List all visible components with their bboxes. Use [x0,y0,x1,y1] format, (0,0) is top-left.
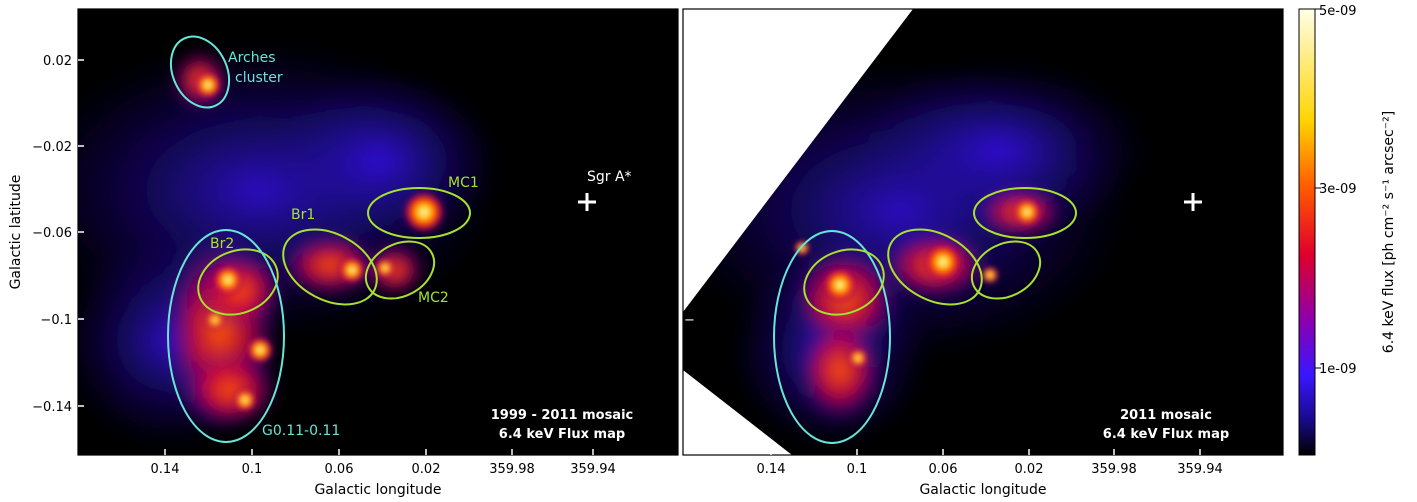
sgr-a-label: Sgr A* [587,169,632,185]
left-x-tick-label: 0.14 [151,462,180,477]
colorbar-tick-label: 3e-09 [1319,182,1357,197]
left-caption-line2: 6.4 keV Flux map [499,427,625,442]
sgr-a-marker [578,193,596,211]
right-caption-line2: 6.4 keV Flux map [1103,427,1229,442]
left-y-tick-label: 0.02 [43,54,72,69]
colorbar-gradient [1298,8,1316,456]
left-x-tick-label: 0.02 [412,462,441,477]
region-mc2 [364,240,436,300]
label-mc1: MC1 [448,175,479,191]
left-caption-line1: 1999 - 2011 mosaic [491,408,634,423]
label-mc2: MC2 [418,290,449,306]
label-g0.11: G0.11-0.11 [262,423,340,439]
right-region-br1 [887,228,983,306]
region-g0.11 [167,229,285,443]
left-x-tick-label: 359.98 [489,462,535,477]
right-x-tick-label: 359.98 [1091,462,1137,477]
right-region-g0.11 [773,230,891,444]
left-y-tick-label: −0.06 [32,226,72,241]
left-y-tick-label: −0.1 [40,313,72,328]
region-mc1 [367,187,471,239]
right-region-mc2 [970,240,1042,300]
no-coverage-mask-top [683,9,913,312]
no-coverage-mask-bottom [683,370,792,455]
right-x-tick-label: 359.94 [1177,462,1223,477]
left-y-tick-label: −0.02 [32,140,72,155]
left-panel: Arches cluster MC1 Br1 Br2 MC2 G0.11-0.1… [8,8,679,498]
region-br2 [197,248,279,316]
right-x-tick-label: 0.14 [757,462,786,477]
right-x-ticks [770,449,1201,455]
right-x-tick-label: 0.02 [1015,462,1044,477]
left-y-ticks [78,59,84,407]
right-region-mc1 [973,187,1077,239]
right-panel: 2011 mosaic 6.4 keV Flux map − 0.14 0.1 … [682,8,1284,498]
right-sgr-a-marker [1184,193,1202,211]
left-x-tick-label: 0.06 [325,462,354,477]
right-y-tick-mark: − [684,313,695,328]
label-arches-line2: cluster [235,70,283,86]
colorbar-ticks [1315,8,1321,369]
region-br1 [282,228,378,306]
colorbar-tick-label: 1e-09 [1319,362,1357,377]
region-arches [169,35,231,109]
label-arches-line1: Arches [228,50,276,66]
colorbar: 5e-09 3e-09 1e-09 6.4 keV flux [ph cm⁻² … [1298,4,1397,456]
y-axis-label: Galactic latitude [8,175,24,290]
label-br1: Br1 [291,207,315,223]
left-x-tick-label: 0.1 [242,462,263,477]
right-x-axis-label: Galactic longitude [919,482,1046,498]
left-x-axis-label: Galactic longitude [314,482,441,498]
right-frame [682,8,1284,456]
label-br2: Br2 [210,236,234,252]
left-x-tick-label: 359.94 [570,462,616,477]
left-x-ticks [164,449,594,455]
colorbar-label: 6.4 keV flux [ph cm⁻² s⁻¹ arcsec⁻²] [1381,111,1397,353]
right-x-tick-label: 0.1 [847,462,868,477]
left-y-tick-label: −0.14 [32,400,72,415]
colorbar-tick-label: 5e-09 [1319,4,1357,19]
right-caption-line1: 2011 mosaic [1120,408,1212,423]
right-x-tick-label: 0.06 [929,462,958,477]
right-region-br2 [803,248,885,316]
